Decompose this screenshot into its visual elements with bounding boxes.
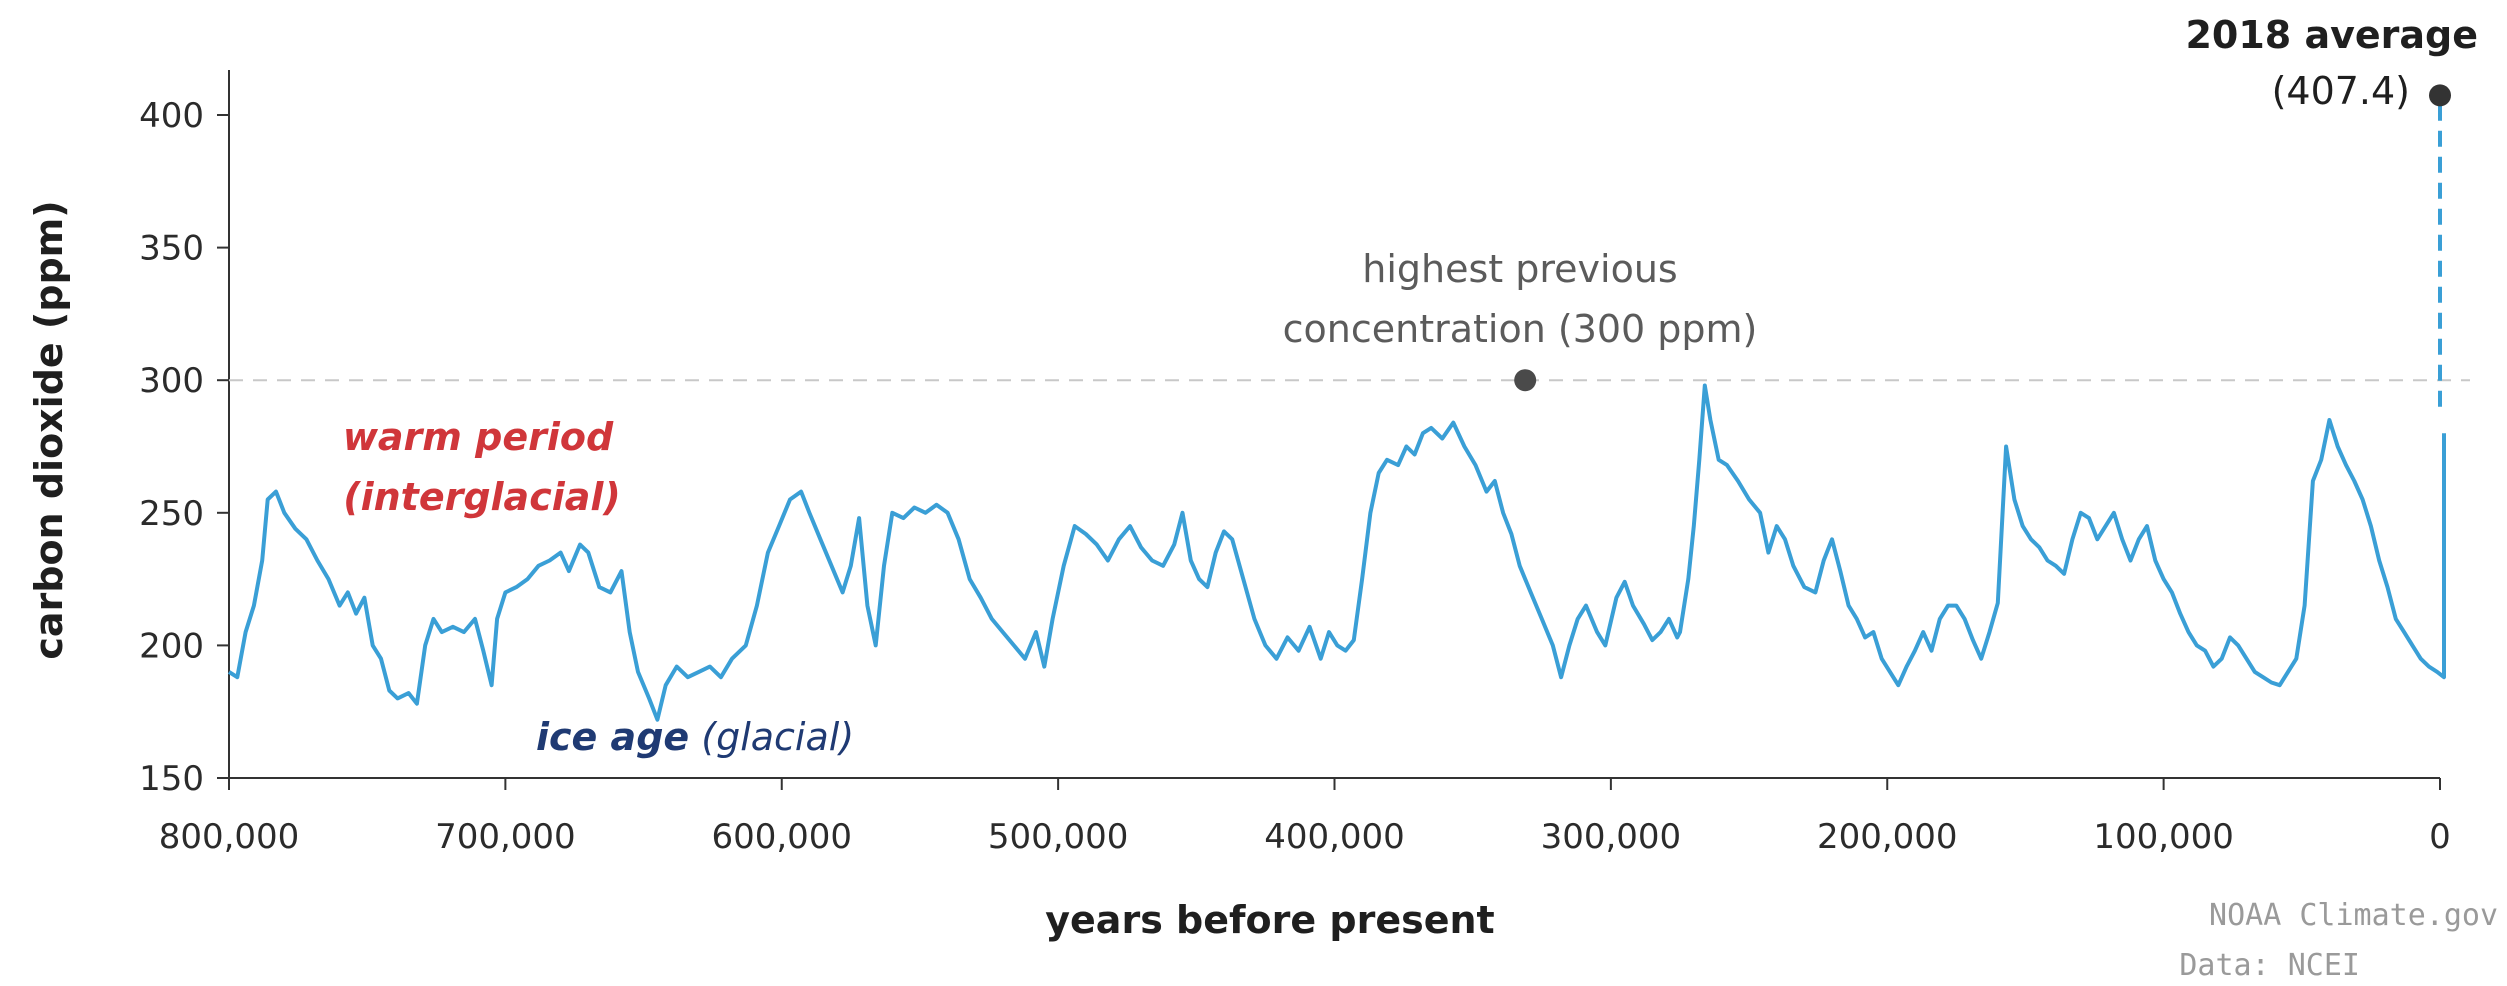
- co2-series-line: [227, 383, 2446, 722]
- ice-age-label-bold: ice age: [536, 715, 689, 759]
- x-tick-label: 0: [2429, 817, 2451, 857]
- x-tick-label: 400,000: [1264, 817, 1405, 857]
- credit-data: Data: NCEI: [2179, 948, 2360, 983]
- y-tick-label: 300: [139, 361, 204, 401]
- x-tick-label: 600,000: [711, 817, 852, 857]
- y-axis-title: carbon dioxide (ppm): [27, 200, 71, 659]
- x-tick-label: 500,000: [988, 817, 1129, 857]
- current-average-marker: [2429, 84, 2451, 107]
- y-tick-label: 150: [139, 759, 204, 799]
- x-tick-label: 700,000: [435, 817, 576, 857]
- highest-previous-label-line2: concentration (300 ppm): [1283, 307, 1758, 351]
- highest-previous-marker: [1514, 369, 1537, 392]
- x-tick-label: 100,000: [2093, 817, 2234, 857]
- warm-period-label-line2: (interglacial): [343, 475, 621, 519]
- current-average-label-line2: (407.4): [2272, 69, 2410, 113]
- warm-period-label-line1: warm period: [343, 415, 614, 459]
- x-tick-label: 200,000: [1817, 817, 1958, 857]
- ice-age-label-rest: (glacial): [689, 715, 854, 759]
- x-tick-label: 800,000: [159, 817, 300, 857]
- credit-source: NOAA Climate.gov: [2209, 898, 2498, 933]
- x-axis-title: years before present: [1045, 898, 1494, 942]
- x-tick-label: 300,000: [1541, 817, 1682, 857]
- current-average-label-line1: 2018 average: [2185, 13, 2478, 57]
- highest-previous-label-line1: highest previous: [1362, 247, 1677, 291]
- y-tick-label: 400: [139, 96, 204, 136]
- y-tick-label: 200: [139, 626, 204, 666]
- ice-age-label: ice age (glacial): [536, 715, 854, 759]
- y-tick-label: 250: [139, 494, 204, 534]
- y-tick-label: 350: [139, 229, 204, 269]
